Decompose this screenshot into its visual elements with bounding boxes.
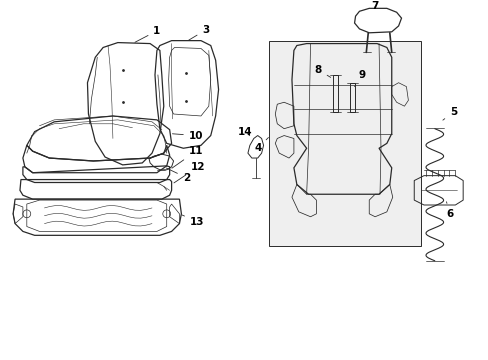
Text: 14: 14 [237,127,252,137]
FancyBboxPatch shape [269,41,420,246]
Text: 7: 7 [371,1,378,12]
Text: 4: 4 [253,138,268,153]
Text: 12: 12 [174,162,205,183]
Text: 11: 11 [172,146,203,168]
Text: 8: 8 [314,65,330,77]
Text: 2: 2 [166,168,189,183]
Text: 1: 1 [135,26,160,42]
Text: 9: 9 [354,70,365,87]
Text: 13: 13 [182,215,204,227]
Text: 3: 3 [188,25,209,40]
Text: 6: 6 [446,202,453,219]
Text: 5: 5 [442,107,456,120]
Text: 10: 10 [172,131,203,140]
